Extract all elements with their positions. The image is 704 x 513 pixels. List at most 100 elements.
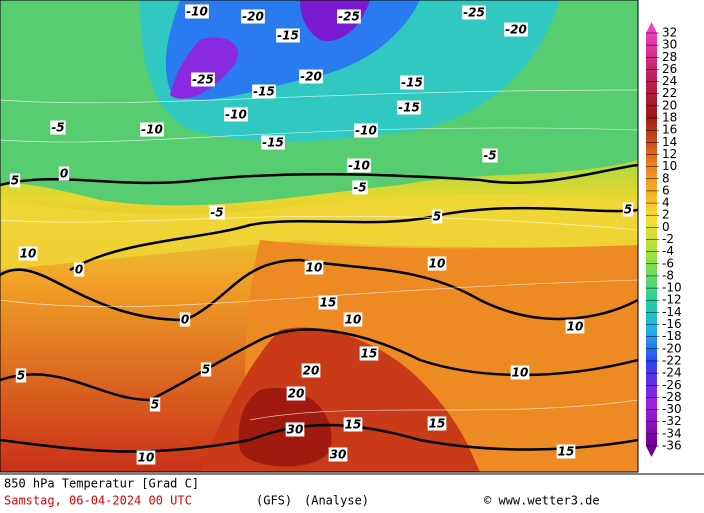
run-type: (Analyse) xyxy=(304,494,369,508)
contour-label: 20 xyxy=(288,387,305,401)
legend-label: -28 xyxy=(662,390,682,404)
contour-label: 0 xyxy=(181,313,189,327)
contour-label-bg xyxy=(241,9,265,24)
legend-label: -8 xyxy=(662,268,674,282)
legend-label: 4 xyxy=(662,196,670,210)
contour-label: 30 xyxy=(330,448,347,462)
contour-label-bg xyxy=(343,312,363,327)
contour-label: -20 xyxy=(505,23,527,37)
contour-label-bg xyxy=(556,444,576,459)
contour-label: 5 xyxy=(11,174,19,188)
contour-label: 10 xyxy=(512,366,529,380)
legend-label: 0 xyxy=(662,220,670,234)
map-frame xyxy=(0,0,639,473)
contour-label: 10 xyxy=(306,261,323,275)
contour-label: 0 xyxy=(75,263,83,277)
contour-label-bg xyxy=(15,368,27,383)
contour-label-bg xyxy=(136,450,156,465)
contour-label-bg xyxy=(276,28,300,43)
legend-label: -6 xyxy=(662,256,674,270)
legend-label: 22 xyxy=(662,86,677,100)
contour-label-bg xyxy=(285,422,305,437)
legend-label: -16 xyxy=(662,317,682,331)
contour-label-bg xyxy=(482,148,498,163)
contour-label: 15 xyxy=(558,445,575,459)
color-bar-cap xyxy=(646,22,657,33)
contour-label-bg xyxy=(400,75,424,90)
legend-label: -32 xyxy=(662,414,682,428)
contour-label: 5 xyxy=(202,363,210,377)
contour-label-bg xyxy=(397,100,421,115)
contour-label-bg xyxy=(140,122,164,137)
contour-label-bg xyxy=(299,69,323,84)
model: (GFS) xyxy=(256,494,292,508)
contour-label-bg xyxy=(462,5,486,20)
legend-label: 24 xyxy=(662,74,677,88)
contour-label: 10 xyxy=(20,247,37,261)
legend-label: 12 xyxy=(662,147,677,161)
legend-label: 20 xyxy=(662,98,677,112)
contour-label-bg xyxy=(352,180,368,195)
legend-label: -36 xyxy=(662,439,682,453)
legend-label: 16 xyxy=(662,123,677,137)
legend-label: 14 xyxy=(662,135,677,149)
contour-label: -10 xyxy=(186,5,208,19)
contour-label: -20 xyxy=(242,10,264,24)
contour-label: -10 xyxy=(348,159,370,173)
contour-label: 10 xyxy=(567,320,584,334)
legend-label: -24 xyxy=(662,366,682,380)
legend-label: -22 xyxy=(662,353,682,367)
legend-label: -20 xyxy=(662,341,682,355)
contour-label: -15 xyxy=(262,136,284,150)
map-date: Samstag, 06-04-2024 00 UTC xyxy=(4,494,192,508)
contour-label-bg xyxy=(18,246,38,261)
legend-label: 26 xyxy=(662,62,677,76)
contour-label: -15 xyxy=(277,29,299,43)
contour-label-bg xyxy=(185,4,209,19)
contour-label: 10 xyxy=(429,257,446,271)
contour-label-bg xyxy=(191,72,215,87)
color-bar-cap xyxy=(646,446,657,457)
contour-label: 20 xyxy=(303,364,320,378)
contour-label: -25 xyxy=(463,6,485,20)
contour-label: -15 xyxy=(398,101,420,115)
legend-label: -18 xyxy=(662,329,682,343)
legend-label: 32 xyxy=(662,26,677,40)
contour-label: 15 xyxy=(429,417,446,431)
legend-label: 28 xyxy=(662,50,677,64)
contour-label-bg xyxy=(359,346,379,361)
contour-label: 5 xyxy=(17,369,25,383)
contour-label-bg xyxy=(510,365,530,380)
contour-label: 10 xyxy=(138,451,155,465)
legend-label: -30 xyxy=(662,402,682,416)
contour-label-bg xyxy=(301,363,321,378)
contour-label-bg xyxy=(50,120,66,135)
legend-label: 6 xyxy=(662,183,670,197)
contour-label-bg xyxy=(149,397,161,412)
legend-label: -10 xyxy=(662,281,682,295)
contour-label: -10 xyxy=(355,124,377,138)
legend-label: -34 xyxy=(662,426,682,440)
legend-label: 8 xyxy=(662,171,670,185)
contour-label-bg xyxy=(622,202,634,217)
contour-label-bg xyxy=(209,205,225,220)
contour-label: 15 xyxy=(320,296,337,310)
legend-label: 10 xyxy=(662,159,677,173)
contour-label-bg xyxy=(343,417,363,432)
contour-label-bg xyxy=(337,9,361,24)
contour-label: -25 xyxy=(192,73,214,87)
contour-label: -5 xyxy=(483,149,496,163)
contour-label-bg xyxy=(179,312,191,327)
legend-label: -4 xyxy=(662,244,674,258)
contour-label-bg xyxy=(427,256,447,271)
legend-label: 18 xyxy=(662,111,677,125)
legend-label: 2 xyxy=(662,208,670,222)
contour-label-bg xyxy=(427,416,447,431)
contour-label: -25 xyxy=(338,10,360,24)
contour-label-bg xyxy=(504,22,528,37)
contour-label: 0 xyxy=(60,167,68,181)
contour-label: 5 xyxy=(433,210,441,224)
contour-label: -10 xyxy=(225,108,247,122)
map-title: 850 hPa Temperatur [Grad C] xyxy=(4,477,199,491)
